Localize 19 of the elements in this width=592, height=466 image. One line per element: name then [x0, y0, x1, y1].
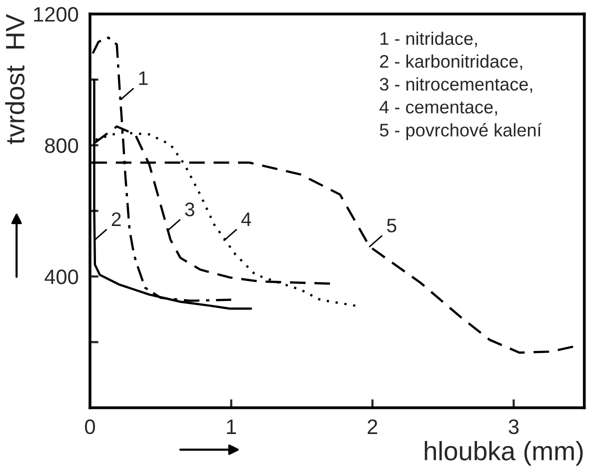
x-tick-label: 3 [508, 419, 519, 434]
y-tick-label: 400 [44, 269, 78, 284]
x-axis-title: hloubka (mm) [424, 441, 583, 466]
annotation: 5 - povrchové kalení [380, 123, 542, 140]
annotation: 4 - cementace, [380, 100, 497, 116]
y-tick-label: 800 [45, 138, 78, 153]
annotation: 5 [387, 218, 396, 232]
y-axis-title: tvrdost HV [5, 14, 25, 144]
annotation: 2 [112, 212, 121, 226]
annotation: 2 - karbonitridace, [380, 54, 522, 70]
annotation: 1 [139, 72, 148, 85]
x-tick-label: 0 [85, 419, 95, 434]
x-tick-label: 2 [368, 419, 378, 434]
annotation: 3 [185, 202, 194, 216]
annotation: 4 [241, 212, 252, 226]
annotation: 3 - nitrocementace, [380, 77, 532, 93]
y-tick-label: 1200 [34, 6, 78, 22]
annotation: 1 - nitridace, [380, 32, 477, 48]
x-tick-label: 1 [227, 420, 236, 434]
